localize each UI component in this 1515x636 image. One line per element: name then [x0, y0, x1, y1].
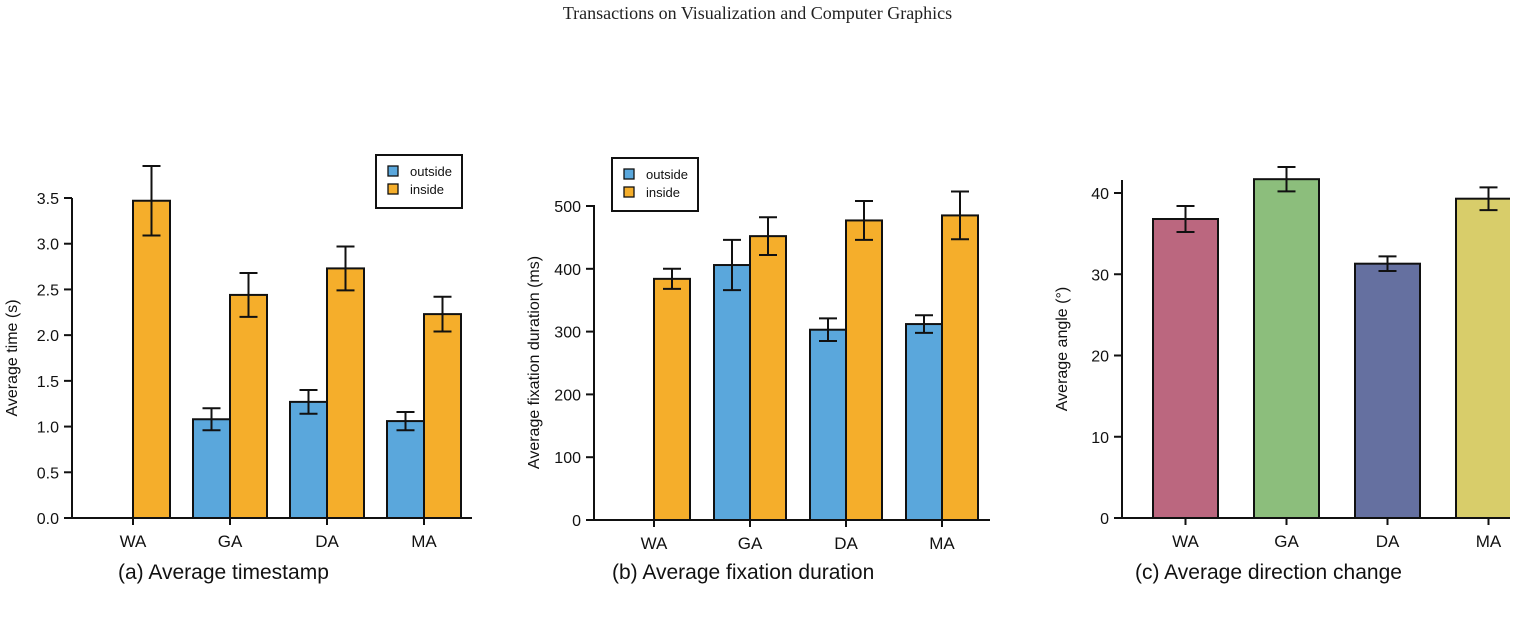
bar-inside-da — [326, 267, 365, 519]
bar-inside-ma — [941, 214, 979, 521]
x-tick-label: DA — [1376, 532, 1400, 551]
bar-inside-ga — [749, 235, 787, 521]
bar-inside-da — [845, 219, 883, 521]
legend-label-outside: outside — [646, 167, 688, 182]
legend-swatch-inside — [387, 183, 399, 195]
y-tick-label: 300 — [554, 325, 581, 342]
bar-da-da — [1354, 262, 1421, 519]
y-tick-label: 3.5 — [37, 191, 59, 208]
y-tick-label: 10 — [1091, 430, 1109, 447]
y-tick-label: 1.5 — [37, 374, 59, 391]
legend-swatch-outside — [387, 165, 399, 177]
x-tick-label: MA — [1476, 532, 1502, 551]
caption-a: (a) Average timestamp — [118, 561, 329, 584]
y-tick-label: 0.0 — [37, 511, 59, 528]
y-axis-label: Average time (s) — [4, 299, 21, 416]
legend-box — [611, 157, 699, 212]
y-tick-label: 3.0 — [37, 237, 59, 254]
bar-ma-ma — [1455, 197, 1510, 519]
caption-b: (b) Average fixation duration — [612, 561, 875, 584]
y-tick-label: 30 — [1091, 267, 1109, 284]
y-tick-label: 500 — [554, 199, 581, 216]
x-tick-label: GA — [738, 534, 763, 553]
bar-wa-wa — [1152, 218, 1219, 519]
legend-label-inside: inside — [646, 185, 680, 200]
y-axis-label: Average angle (°) — [1054, 287, 1071, 411]
bar-inside-ga — [229, 293, 268, 519]
bar-outside-ma — [386, 420, 425, 520]
chart-average-direction-change: 0 10 20 30 40 Average angle (°) WA GA DA MA — [1040, 140, 1515, 590]
legend-label-inside: inside — [410, 182, 444, 197]
page-header: Transactions on Visualization and Comput… — [562, 3, 953, 23]
legend-swatch-outside — [623, 168, 635, 180]
legend-box — [375, 154, 463, 209]
x-tick-label: MA — [411, 532, 437, 551]
bar-outside-ma — [905, 323, 943, 521]
y-tick-label: 400 — [554, 262, 581, 279]
y-tick-label: 0.5 — [37, 465, 59, 482]
x-tick-label: GA — [218, 532, 243, 551]
chart-average-timestamp: 0.0 0.5 1.0 1.5 2.0 2.5 3.0 3.5 Average time (s)… — [0, 140, 480, 590]
x-tick-label: WA — [641, 534, 668, 553]
y-tick-label: 1.0 — [37, 420, 59, 437]
chart-b-svg: 0 100 200 300 400 500 Average fixation duratio… — [526, 157, 990, 553]
x-tick-label: DA — [315, 532, 339, 551]
chart-a-svg: 0.0 0.5 1.0 1.5 2.0 2.5 3.0 3.5 Average time (s)… — [4, 154, 472, 551]
chart-average-fixation-duration: 0 100 200 300 400 500 Average fixation duratio… — [518, 140, 998, 590]
y-tick-label: 2.5 — [37, 282, 59, 299]
y-tick-label: 200 — [554, 387, 581, 404]
legend-label-outside: outside — [410, 164, 452, 179]
caption-c: (c) Average direction change — [1135, 561, 1402, 584]
bar-ga-ga — [1253, 178, 1320, 519]
x-tick-label: DA — [834, 534, 858, 553]
x-tick-label: WA — [120, 532, 147, 551]
bar-outside-da — [809, 328, 847, 521]
legend-swatch-inside — [623, 186, 635, 198]
bar-inside-wa — [653, 277, 691, 521]
bar-outside-ga — [713, 264, 751, 521]
y-tick-label: 0 — [1100, 511, 1109, 528]
x-tick-label: MA — [929, 534, 955, 553]
x-tick-label: WA — [1172, 532, 1199, 551]
y-tick-label: 0 — [572, 513, 581, 530]
y-tick-label: 40 — [1091, 186, 1109, 203]
y-tick-label: 100 — [554, 450, 581, 467]
bar-outside-ga — [192, 418, 231, 519]
y-tick-label: 20 — [1091, 349, 1109, 366]
x-tick-label: GA — [1274, 532, 1299, 551]
y-tick-label: 2.0 — [37, 328, 59, 345]
bar-outside-da — [289, 400, 328, 519]
y-axis-label: Average fixation duration (ms) — [526, 256, 543, 469]
bar-inside-ma — [423, 313, 462, 519]
bar-inside-wa — [132, 199, 171, 519]
chart-c-svg: 0 10 20 30 40 Average angle (°) WA GA DA MA — [1054, 166, 1510, 551]
